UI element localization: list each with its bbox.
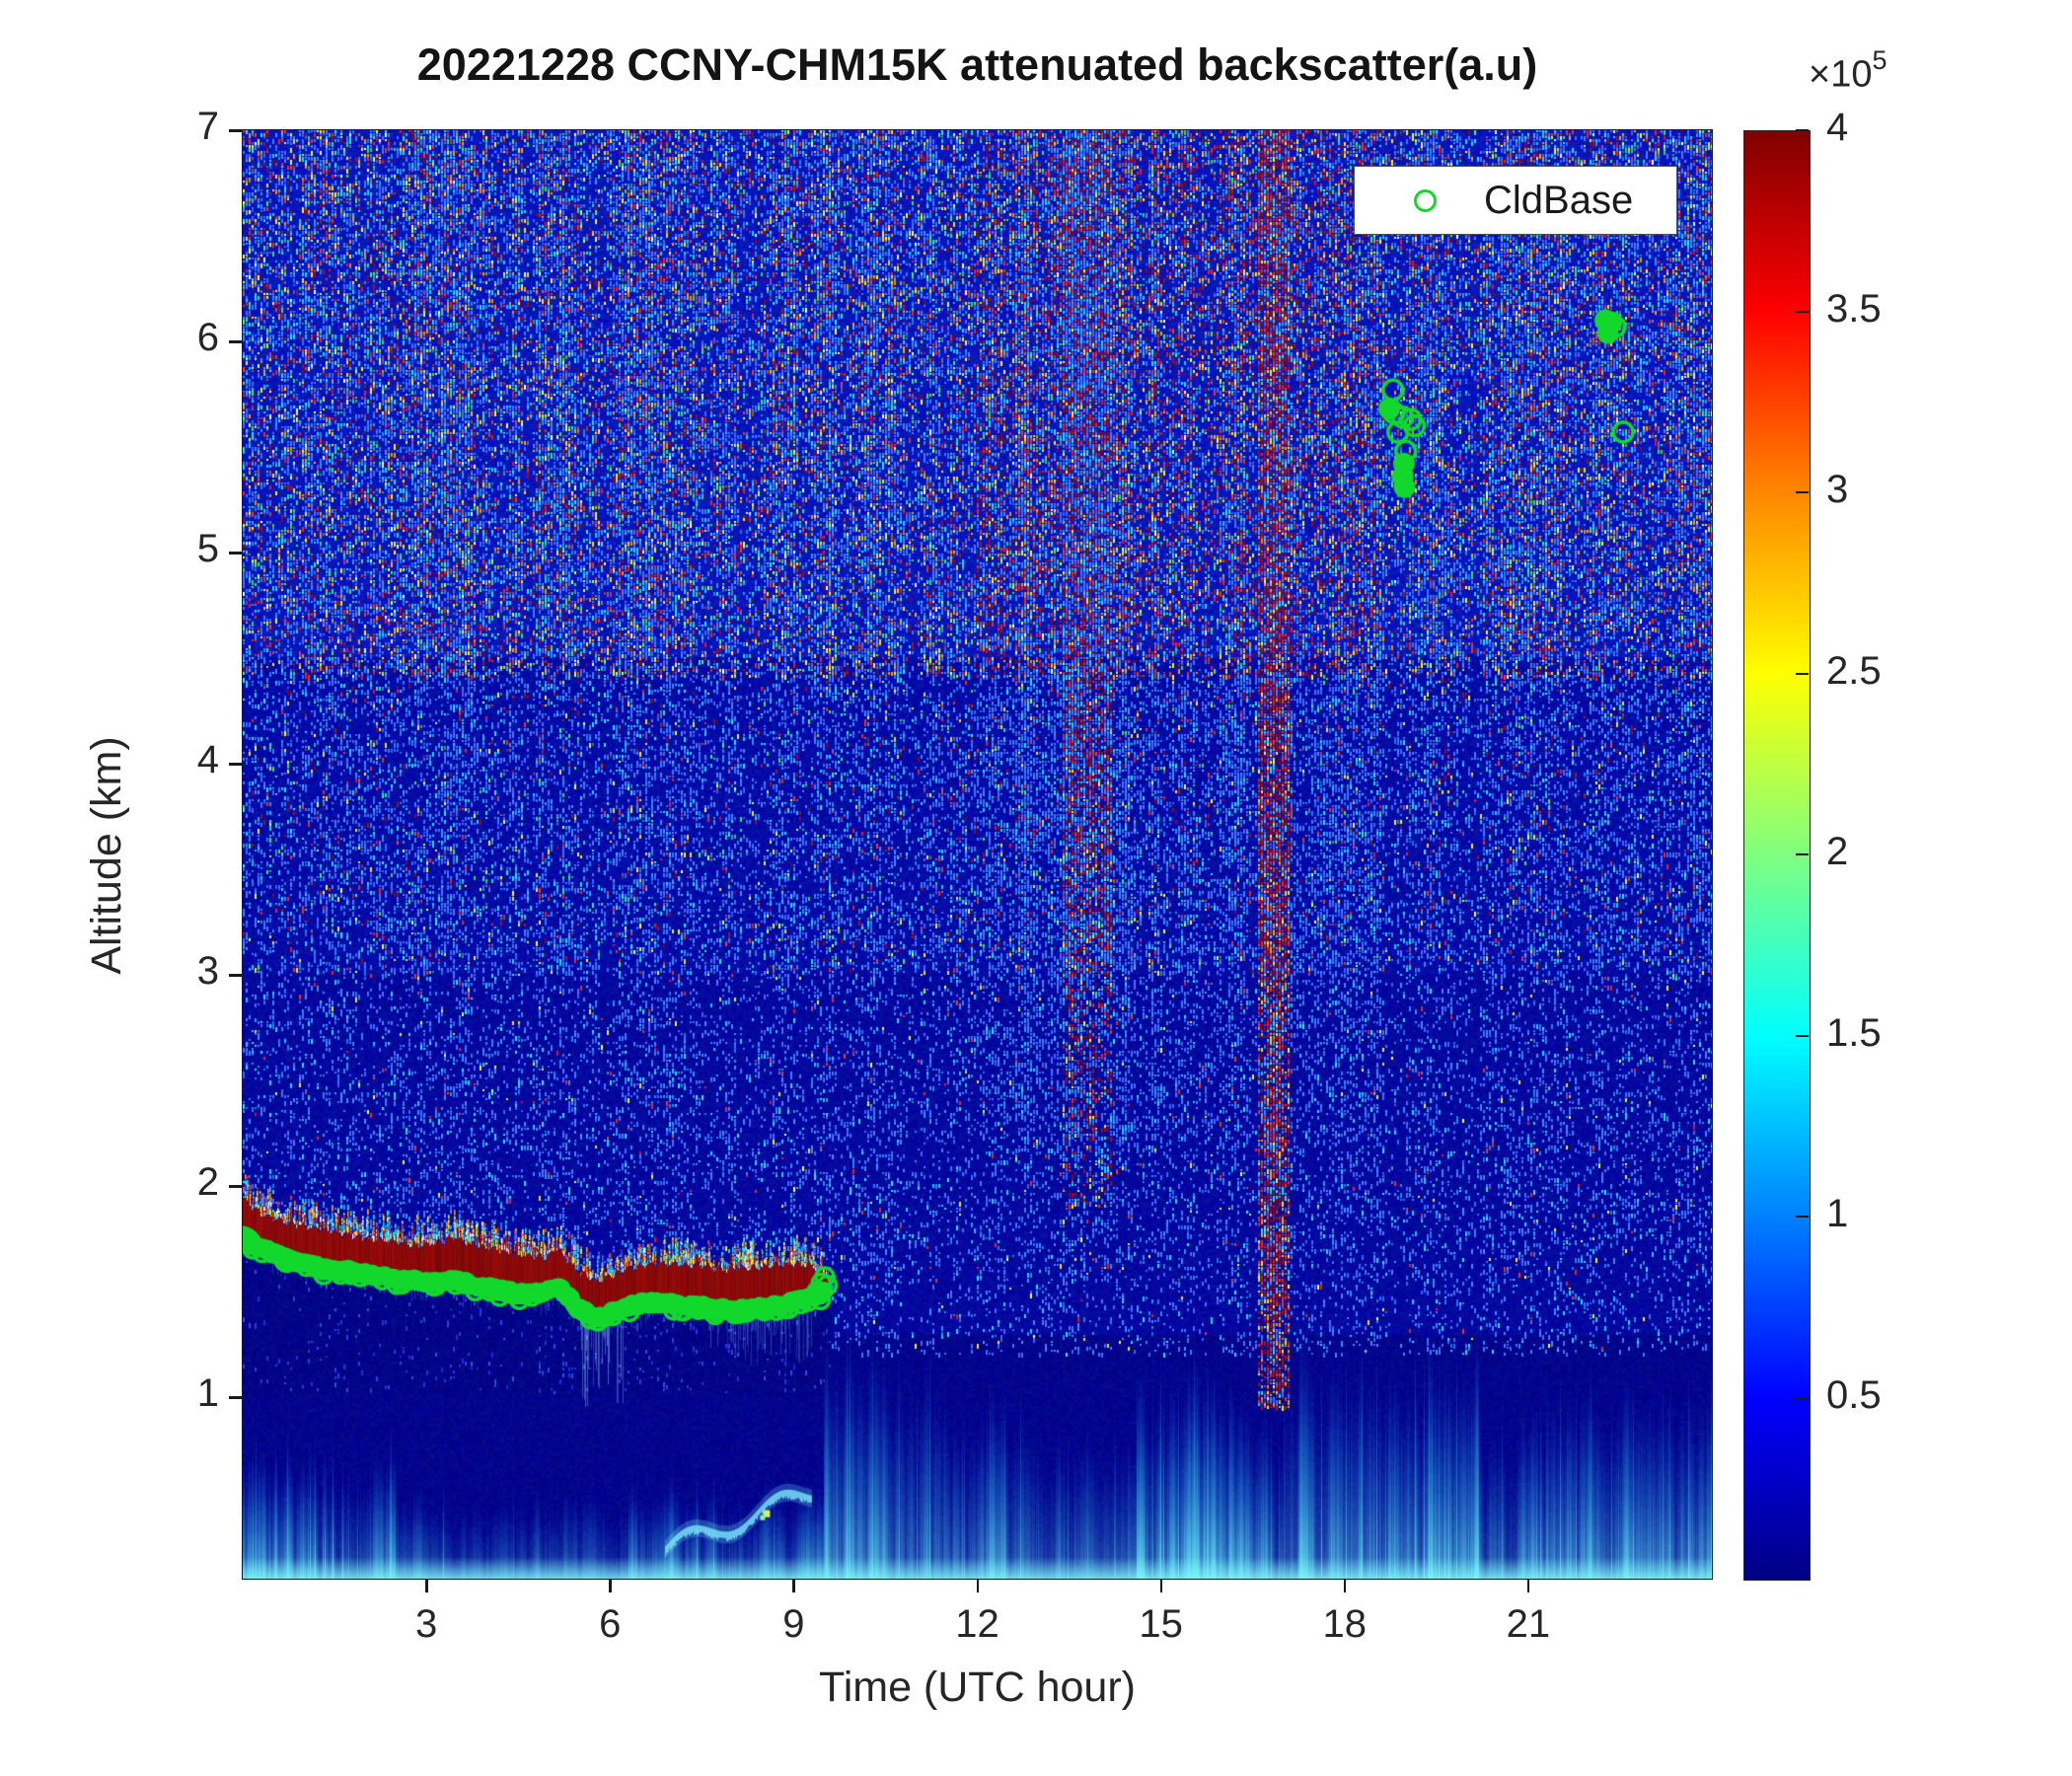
y-axis-label: Altitude (km) xyxy=(83,736,130,975)
legend-label: CldBase xyxy=(1484,178,1634,222)
x-tick-label: 3 xyxy=(415,1602,438,1646)
colorbar xyxy=(1743,130,1811,1581)
x-tick-mark xyxy=(1343,1579,1347,1592)
colorbar-tick-mark xyxy=(1796,1034,1809,1037)
colorbar-tick-mark xyxy=(1796,491,1809,493)
x-tick-mark xyxy=(609,1579,612,1592)
y-tick-label: 4 xyxy=(196,738,219,781)
chart-title: 20221228 CCNY-CHM15K attenuated backscat… xyxy=(416,39,1538,90)
x-tick-mark xyxy=(1159,1579,1163,1592)
y-tick-label: 7 xyxy=(196,105,219,148)
colorbar-tick-label: 2.5 xyxy=(1826,648,1882,693)
colorbar-exponent-power: 5 xyxy=(1872,45,1887,75)
y-tick-label: 2 xyxy=(196,1160,219,1204)
y-tick-mark xyxy=(229,1396,243,1399)
cldbase-marker-icon xyxy=(1414,188,1437,212)
colorbar-tick-label: 4 xyxy=(1826,106,1849,149)
x-tick-mark xyxy=(976,1579,979,1592)
y-tick-label: 3 xyxy=(196,949,219,993)
colorbar-tick-mark xyxy=(1796,1216,1809,1218)
y-tick-mark xyxy=(229,1185,243,1188)
x-tick-mark xyxy=(425,1579,428,1592)
x-tick-label: 18 xyxy=(1322,1602,1368,1646)
y-tick-label: 5 xyxy=(196,527,219,570)
x-axis-label: Time (UTC hour) xyxy=(819,1664,1136,1711)
colorbar-tick-mark xyxy=(1796,310,1809,313)
colorbar-tick-mark xyxy=(1796,129,1809,131)
y-tick-mark xyxy=(229,974,243,977)
colorbar-tick-label: 2 xyxy=(1826,830,1849,873)
y-tick-label: 6 xyxy=(196,316,219,359)
y-tick-mark xyxy=(229,763,243,766)
heatmap-canvas xyxy=(243,130,1712,1579)
x-tick-label: 6 xyxy=(599,1602,622,1646)
colorbar-tick-mark xyxy=(1796,1396,1809,1399)
colorbar-tick-mark xyxy=(1796,853,1809,855)
colorbar-exponent-base: ×10 xyxy=(1809,53,1873,96)
x-tick-label: 15 xyxy=(1139,1602,1183,1646)
colorbar-exponent: ×105 xyxy=(1809,45,1887,97)
y-tick-mark xyxy=(229,340,243,343)
y-tick-label: 1 xyxy=(196,1371,219,1415)
y-tick-mark xyxy=(229,552,243,555)
colorbar-tick-label: 3.5 xyxy=(1826,286,1882,331)
colorbar-tick-label: 1.5 xyxy=(1826,1010,1882,1055)
x-tick-label: 9 xyxy=(782,1602,805,1646)
x-tick-label: 21 xyxy=(1506,1602,1551,1646)
x-tick-mark xyxy=(1526,1579,1530,1592)
legend: CldBase xyxy=(1354,166,1677,235)
colorbar-tick-mark xyxy=(1796,672,1809,675)
x-tick-label: 12 xyxy=(955,1602,999,1646)
colorbar-tick-label: 3 xyxy=(1826,468,1849,511)
colorbar-tick-label: 1 xyxy=(1826,1192,1849,1235)
colorbar-tick-label: 0.5 xyxy=(1826,1372,1882,1417)
y-tick-mark xyxy=(229,129,243,132)
x-tick-mark xyxy=(792,1579,795,1592)
